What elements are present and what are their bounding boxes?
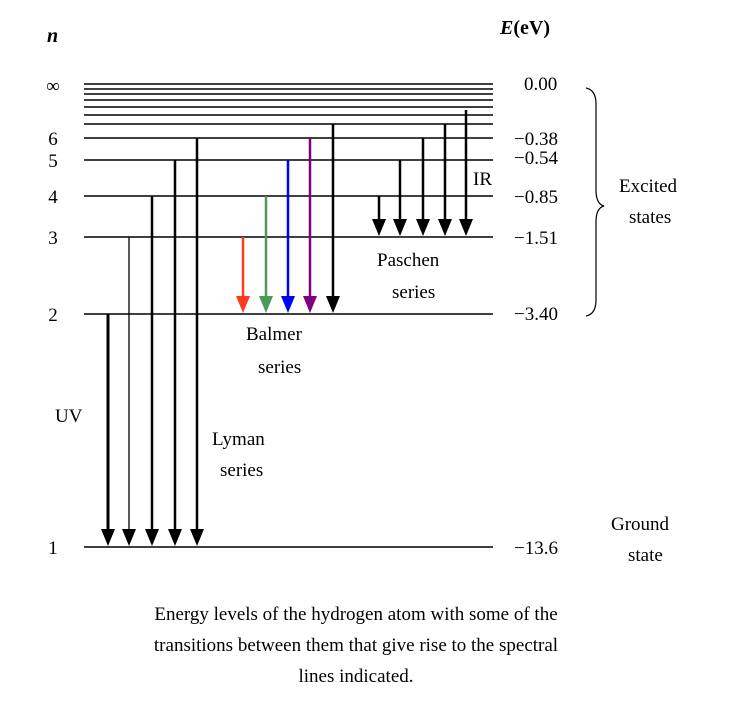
paschen-arrow-5-3-head <box>393 219 407 236</box>
energy-label-1: −13.6 <box>514 538 558 559</box>
n-label-5: 5 <box>48 151 58 172</box>
balmer-arrow-6-2-head <box>303 296 317 313</box>
energy-unit: (eV) <box>513 17 550 39</box>
caption-line1: Energy levels of the hydrogen atom with … <box>154 604 557 625</box>
ir-label: IR <box>473 169 492 190</box>
lyman-arrow-5-1 <box>168 160 182 546</box>
balmer-arrow-7-2 <box>326 124 340 313</box>
energy-label-2: −3.40 <box>514 304 558 325</box>
balmer-arrow-5-2-head <box>281 296 295 313</box>
ground-label-line1: Ground <box>611 514 670 535</box>
energy-symbol: E <box>499 17 513 39</box>
lyman-arrow-2-1 <box>101 314 115 546</box>
energy-levels <box>84 83 493 548</box>
lyman-label-line1: Lyman <box>212 429 265 450</box>
paschen-arrow-6-3-head <box>416 219 430 236</box>
n-label-infinity: ∞ <box>46 76 60 97</box>
paschen-arrow-7-3 <box>438 124 452 236</box>
n-label-1: 1 <box>48 538 58 559</box>
n-label-2: 2 <box>48 305 58 326</box>
excited-states-brace <box>585 87 605 317</box>
energy-label-4: −0.85 <box>514 187 558 208</box>
excited-label-line2: states <box>629 207 671 228</box>
balmer-arrow-6-2 <box>303 138 317 313</box>
lyman-arrow-6-1 <box>190 138 204 546</box>
paschen-arrow-6-3 <box>416 138 430 236</box>
balmer-arrow-7-2-head <box>326 296 340 313</box>
n-axis-label: n <box>47 25 58 47</box>
lyman-arrow-4-1-head <box>145 529 159 546</box>
paschen-arrow-4-3 <box>372 196 386 236</box>
energy-axis-label: E(eV) <box>499 17 550 39</box>
balmer-label-line2: series <box>258 357 301 378</box>
energy-label-6: −0.38 <box>514 129 558 150</box>
energy-label-3: −1.51 <box>514 228 558 249</box>
n-label-3: 3 <box>48 228 58 249</box>
paschen-arrow-8-3 <box>459 110 473 236</box>
energy-label-infinity: 0.00 <box>524 74 557 95</box>
n-label-6: 6 <box>48 129 58 150</box>
lyman-arrow-2-1-head <box>101 529 115 546</box>
paschen-label-line2: series <box>392 282 435 303</box>
balmer-arrow-3-2-head <box>236 296 250 313</box>
paschen-arrow-8-3-head <box>459 219 473 236</box>
lyman-arrow-3-1-head <box>122 529 136 546</box>
paschen-label-line1: Paschen <box>377 250 440 271</box>
balmer-arrow-5-2 <box>281 160 295 313</box>
lyman-arrow-5-1-head <box>168 529 182 546</box>
n-labels: 1 2 3 4 5 6 ∞ <box>46 76 60 559</box>
excited-label-line1: Excited <box>619 176 678 197</box>
lyman-arrow-4-1 <box>145 196 159 546</box>
n-label-4: 4 <box>48 187 58 208</box>
balmer-arrow-4-2 <box>259 196 273 313</box>
balmer-arrow-3-2 <box>236 237 250 313</box>
paschen-arrow-7-3-head <box>438 219 452 236</box>
caption-line3: lines indicated. <box>298 666 413 687</box>
balmer-label-line1: Balmer <box>246 324 303 345</box>
lyman-arrow-6-1-head <box>190 529 204 546</box>
lyman-label-line2: series <box>220 460 263 481</box>
uv-label: UV <box>55 406 83 427</box>
ground-label-line2: state <box>628 545 663 566</box>
caption: Energy levels of the hydrogen atom with … <box>154 604 558 687</box>
energy-label-5: −0.54 <box>514 148 558 169</box>
transition-arrows <box>101 110 473 546</box>
balmer-arrow-4-2-head <box>259 296 273 313</box>
paschen-arrow-5-3 <box>393 160 407 236</box>
energy-labels: −13.6 −3.40 −1.51 −0.85 −0.54 −0.38 0.00 <box>514 74 558 559</box>
paschen-arrow-4-3-head <box>372 219 386 236</box>
lyman-arrow-3-1 <box>122 237 136 546</box>
caption-line2: transitions between them that give rise … <box>154 635 558 656</box>
